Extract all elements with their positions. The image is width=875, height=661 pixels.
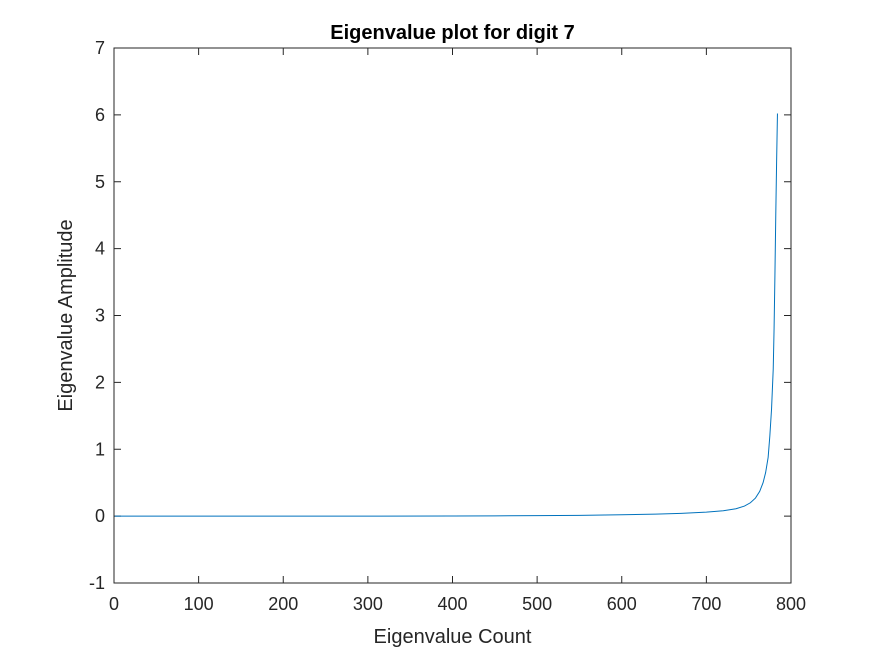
x-tick-label: 700 bbox=[691, 594, 721, 614]
y-tick-label: -1 bbox=[89, 573, 105, 593]
series-line bbox=[114, 113, 778, 517]
y-tick-label: 6 bbox=[95, 105, 105, 125]
axes-box bbox=[113, 47, 792, 584]
x-tick-label: 600 bbox=[607, 594, 637, 614]
y-tick-label: 1 bbox=[95, 439, 105, 459]
x-tick-label: 800 bbox=[776, 594, 806, 614]
plot-area bbox=[114, 48, 791, 583]
y-tick-label: 4 bbox=[95, 239, 105, 259]
x-tick-label: 300 bbox=[353, 594, 383, 614]
y-tick-label: 5 bbox=[95, 172, 105, 192]
x-tick-label: 100 bbox=[184, 594, 214, 614]
x-tick-label: 500 bbox=[522, 594, 552, 614]
y-tick-label: 3 bbox=[95, 306, 105, 326]
y-tick-label: 0 bbox=[95, 506, 105, 526]
chart-title: Eigenvalue plot for digit 7 bbox=[330, 22, 574, 44]
x-tick-label: 400 bbox=[437, 594, 467, 614]
x-tick-label: 0 bbox=[109, 594, 119, 614]
y-tick-label: 7 bbox=[95, 38, 105, 58]
y-tick-label: 2 bbox=[95, 372, 105, 392]
y-axis-label: Eigenvalue Amplitude bbox=[55, 219, 77, 411]
x-tick-label: 200 bbox=[268, 594, 298, 614]
x-axis-label: Eigenvalue Count bbox=[374, 626, 532, 648]
